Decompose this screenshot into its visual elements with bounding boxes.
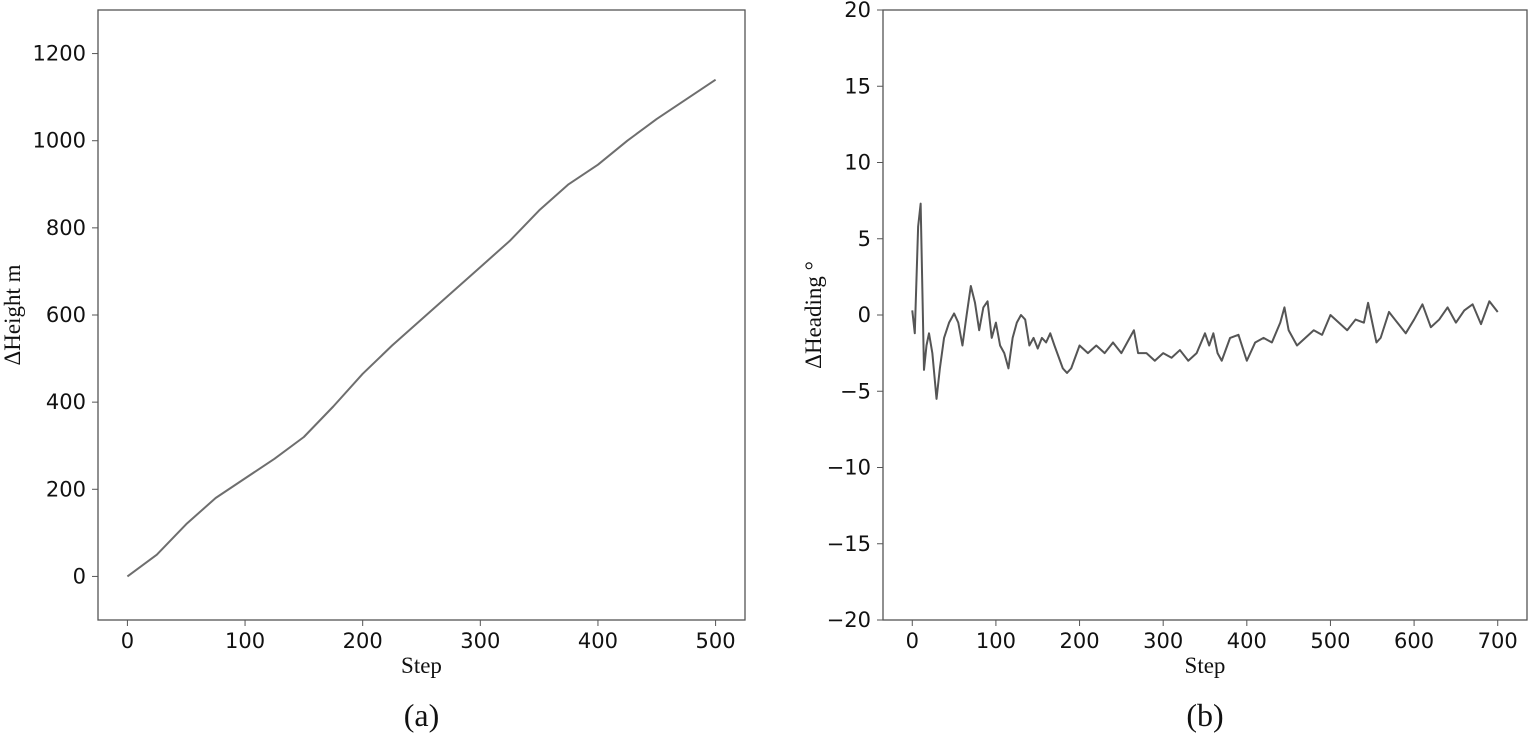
- y-tick-label: −5: [840, 379, 871, 403]
- y-tick-label: 400: [46, 390, 86, 414]
- x-tick-label: 100: [976, 629, 1016, 653]
- caption: (a): [404, 697, 440, 733]
- y-tick-label: −20: [827, 608, 871, 632]
- y-tick-label: 200: [46, 477, 86, 501]
- data-line: [126, 78, 717, 578]
- y-tick-label: 1000: [33, 129, 86, 153]
- plot-frame: [882, 9, 1528, 621]
- y-tick-label: 600: [46, 303, 86, 327]
- x-tick-label: 400: [578, 629, 618, 653]
- data-line: [911, 202, 1499, 400]
- x-tick-label: 500: [696, 629, 736, 653]
- x-tick-label: 0: [906, 629, 919, 653]
- x-tick-label: 200: [1059, 629, 1099, 653]
- y-tick-label: 0: [858, 303, 871, 327]
- x-tick-label: 600: [1394, 629, 1434, 653]
- x-tick-label: 700: [1478, 629, 1518, 653]
- y-tick-label: 20: [844, 0, 871, 22]
- x-tick-label: 300: [460, 629, 500, 653]
- x-tick-label: 100: [225, 629, 265, 653]
- caption: (b): [1186, 697, 1223, 733]
- x-tick-label: 400: [1227, 629, 1267, 653]
- x-axis-label: Step: [401, 653, 442, 678]
- y-tick-label: 10: [844, 151, 871, 175]
- y-tick-label: −10: [827, 456, 871, 480]
- plot-frame: [97, 9, 746, 621]
- x-tick-label: 0: [121, 629, 134, 653]
- y-tick-label: 15: [844, 74, 871, 98]
- x-tick-label: 200: [343, 629, 383, 653]
- y-axis-label: ΔHeight m: [0, 264, 25, 365]
- y-tick-label: 0: [73, 564, 86, 588]
- x-tick-label: 300: [1143, 629, 1183, 653]
- y-axis-label: ΔHeading °: [801, 261, 826, 369]
- y-tick-label: −15: [827, 532, 871, 556]
- y-tick-label: 1200: [33, 42, 86, 66]
- y-tick-label: 800: [46, 216, 86, 240]
- x-axis-label: Step: [1185, 653, 1226, 678]
- x-tick-label: 500: [1310, 629, 1350, 653]
- y-tick-label: 5: [858, 227, 871, 251]
